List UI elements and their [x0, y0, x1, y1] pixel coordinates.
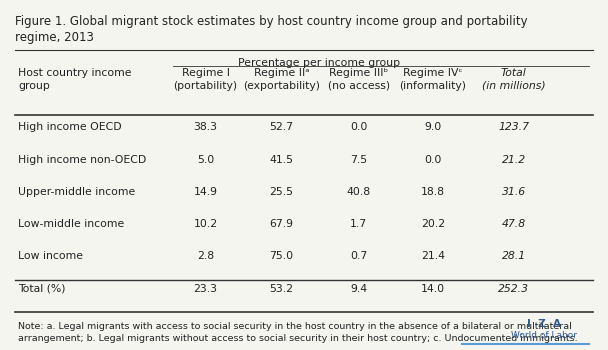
Text: 14.0: 14.0: [421, 284, 445, 294]
Text: Note: a. Legal migrants with access to social security in the host country in th: Note: a. Legal migrants with access to s…: [18, 322, 578, 343]
Text: 21.2: 21.2: [502, 155, 526, 165]
Text: 9.4: 9.4: [350, 284, 367, 294]
Text: 5.0: 5.0: [197, 155, 214, 165]
Text: 7.5: 7.5: [350, 155, 367, 165]
Text: 123.7: 123.7: [499, 122, 529, 133]
Text: 25.5: 25.5: [269, 187, 294, 197]
Text: I  Z  A: I Z A: [527, 319, 561, 329]
Text: 75.0: 75.0: [269, 251, 294, 261]
Text: High income non-OECD: High income non-OECD: [18, 155, 147, 165]
Text: World of Labor: World of Labor: [511, 330, 577, 340]
Text: 23.3: 23.3: [193, 284, 218, 294]
Text: 31.6: 31.6: [502, 187, 526, 197]
Text: 41.5: 41.5: [269, 155, 294, 165]
Text: Total
(in millions): Total (in millions): [482, 68, 545, 91]
Text: 10.2: 10.2: [193, 219, 218, 229]
Text: 47.8: 47.8: [502, 219, 526, 229]
Text: Regime IIIᵇ
(no access): Regime IIIᵇ (no access): [328, 68, 390, 91]
Text: 20.2: 20.2: [421, 219, 445, 229]
Text: 52.7: 52.7: [269, 122, 294, 133]
Text: Upper-middle income: Upper-middle income: [18, 187, 136, 197]
Text: Regime I
(portability): Regime I (portability): [173, 68, 238, 91]
Text: 18.8: 18.8: [421, 187, 445, 197]
Text: 21.4: 21.4: [421, 251, 445, 261]
Text: Figure 1. Global migrant stock estimates by host country income group and portab: Figure 1. Global migrant stock estimates…: [15, 15, 528, 44]
Text: 67.9: 67.9: [269, 219, 294, 229]
Text: 252.3: 252.3: [499, 284, 529, 294]
Text: 53.2: 53.2: [269, 284, 294, 294]
Text: 38.3: 38.3: [193, 122, 218, 133]
Text: High income OECD: High income OECD: [18, 122, 122, 133]
Text: 40.8: 40.8: [347, 187, 371, 197]
Text: Total (%): Total (%): [18, 284, 66, 294]
Text: Percentage per income group: Percentage per income group: [238, 58, 400, 68]
Text: 0.0: 0.0: [424, 155, 441, 165]
Text: Low income: Low income: [18, 251, 83, 261]
Text: 28.1: 28.1: [502, 251, 526, 261]
Text: Host country income
group: Host country income group: [18, 68, 132, 91]
Text: 0.0: 0.0: [350, 122, 367, 133]
Text: 1.7: 1.7: [350, 219, 367, 229]
Text: Low-middle income: Low-middle income: [18, 219, 125, 229]
Text: 9.0: 9.0: [424, 122, 441, 133]
Text: 0.7: 0.7: [350, 251, 367, 261]
Text: 14.9: 14.9: [193, 187, 218, 197]
Text: Regime IIᵃ
(exportability): Regime IIᵃ (exportability): [243, 68, 320, 91]
Text: 2.8: 2.8: [197, 251, 214, 261]
Text: Regime IVᶜ
(informality): Regime IVᶜ (informality): [399, 68, 466, 91]
